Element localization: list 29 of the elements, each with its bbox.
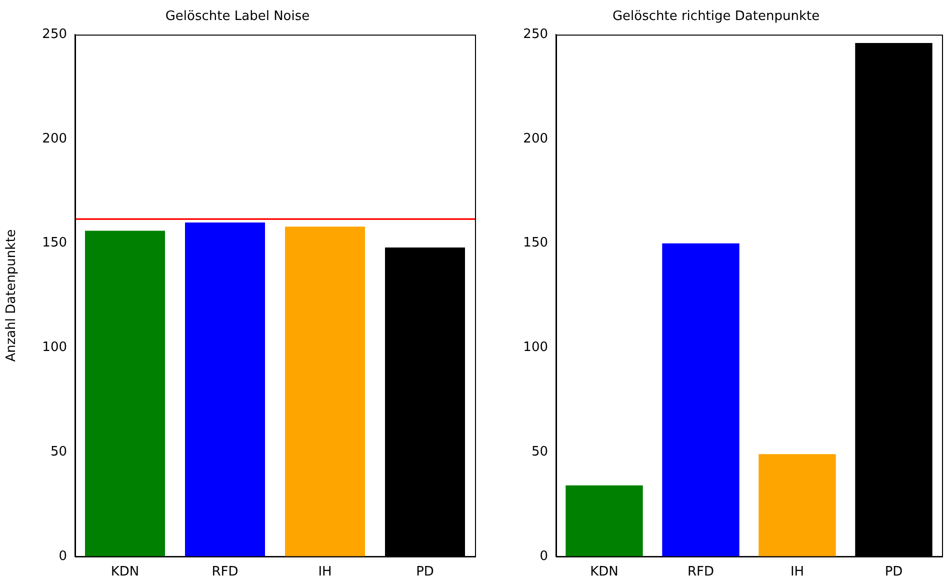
y-axis-title: Anzahl Datenpunkte: [4, 229, 20, 362]
y-tick-label: 250: [523, 26, 548, 42]
bar: [566, 485, 643, 556]
y-tick-label: 150: [42, 236, 67, 251]
x-tick-label: KDN: [590, 564, 618, 580]
y-tick-label: 150: [523, 236, 548, 251]
y-tick-label: 250: [42, 26, 67, 42]
bar: [85, 230, 165, 556]
x-tick-label: IH: [790, 564, 804, 580]
bar: [285, 226, 365, 556]
y-tick-label: 200: [523, 131, 548, 146]
x-tick-label: RFD: [687, 564, 714, 580]
y-tick-label: 100: [42, 340, 67, 356]
x-tick-label: KDN: [110, 564, 140, 580]
y-tick-label: 0: [58, 548, 67, 564]
y-tick-label: 0: [540, 548, 548, 564]
x-tick-label: PD: [416, 564, 434, 580]
y-tick-label: 100: [523, 340, 548, 356]
chart-title: Gelöschte Label Noise: [165, 9, 310, 24]
y-tick-label: 50: [531, 444, 548, 460]
x-tick-label: RFD: [212, 564, 238, 580]
y-tick-label: 50: [50, 444, 67, 460]
bar: [662, 243, 740, 556]
chart-title: Gelöschte richtige Datenpunkte: [612, 9, 820, 24]
y-tick-label: 200: [42, 131, 67, 146]
x-tick-label: PD: [884, 564, 903, 580]
x-tick-label: IH: [318, 564, 332, 580]
bar: [185, 222, 265, 556]
bar: [758, 454, 836, 556]
